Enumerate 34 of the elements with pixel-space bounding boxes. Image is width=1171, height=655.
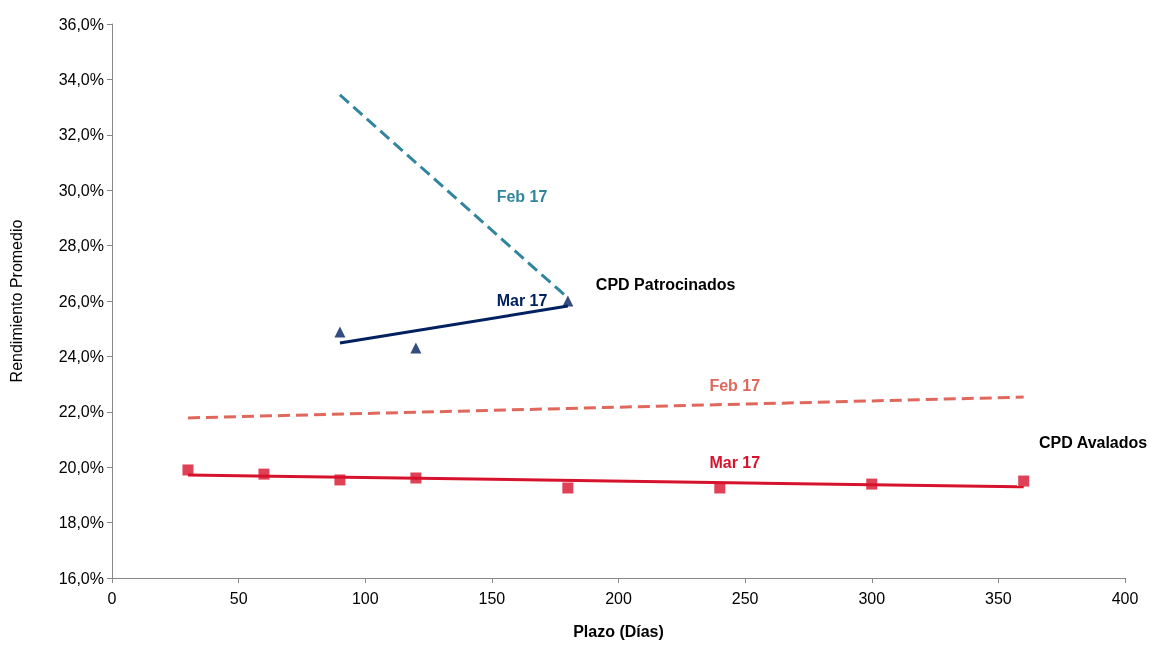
point: [182, 464, 194, 476]
y-tick-label: 22,0%: [58, 403, 104, 421]
x-tick-label: 100: [351, 589, 379, 607]
x-tick-label: 0: [107, 589, 117, 607]
y-axis-title: Rendimiento Promedio: [7, 219, 25, 383]
y-tick-label: 34,0%: [58, 70, 104, 88]
x-tick-label: 400: [1111, 589, 1139, 607]
x-tick-label: 150: [478, 589, 506, 607]
y-tick-label: 20,0%: [58, 458, 104, 476]
y-tick-label: 36,0%: [58, 15, 104, 33]
series-label: Feb 17: [496, 188, 548, 206]
x-tick-label: 50: [229, 589, 248, 607]
y-tick-label: 16,0%: [58, 569, 104, 587]
series-label: Feb 17: [709, 376, 761, 394]
y-tick-label: 30,0%: [58, 181, 104, 199]
x-tick-label: 300: [858, 589, 886, 607]
y-tick-label: 32,0%: [58, 126, 104, 144]
y-tick-label: 24,0%: [58, 347, 104, 365]
x-tick-label: 350: [985, 589, 1012, 607]
point: [562, 482, 574, 494]
y-tick-label: 26,0%: [58, 292, 104, 310]
series-label: Mar 17: [496, 292, 548, 310]
annotation: CPD Patrocinados: [595, 275, 736, 293]
point: [562, 295, 574, 307]
point: [334, 326, 346, 338]
annotation: CPD Avalados: [1039, 433, 1148, 451]
point: [410, 342, 422, 354]
x-tick-label: 250: [731, 589, 759, 607]
y-tick-label: 28,0%: [58, 237, 104, 255]
point: [1018, 475, 1030, 487]
x-axis-title: Plazo (Días): [573, 622, 664, 640]
series-label: Mar 17: [709, 453, 761, 471]
y-tick-label: 18,0%: [58, 514, 104, 532]
x-tick-label: 200: [605, 589, 632, 607]
